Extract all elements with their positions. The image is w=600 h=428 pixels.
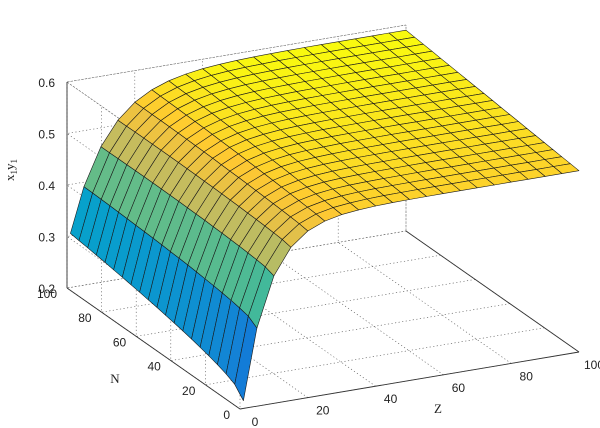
- surface: [70, 29, 580, 402]
- tick-label: 100: [584, 358, 600, 372]
- x-axis-label: Z: [434, 401, 442, 416]
- grid-line-z: [66, 24, 407, 204]
- tick-label: 40: [147, 360, 161, 374]
- tick-label: 80: [78, 311, 92, 325]
- tick-label: 0.3: [38, 231, 55, 245]
- axis-line: [239, 351, 580, 410]
- surface-patch: [234, 315, 258, 402]
- tick-label: 60: [452, 381, 466, 395]
- tick-label: 0: [252, 415, 259, 428]
- tick-label: 80: [520, 369, 534, 383]
- tick-label: 0.2: [38, 282, 55, 296]
- tick-label: 100: [37, 287, 57, 301]
- tick-label: 60: [113, 335, 127, 349]
- grid-line-z: [66, 230, 407, 410]
- tick-label: 20: [182, 384, 196, 398]
- z-axis-label: x1y1: [2, 159, 19, 181]
- tick-label: 0.5: [38, 128, 55, 142]
- tick-label: 0.6: [38, 76, 55, 90]
- tick-labels: 0204060801000204060801000.20.30.40.50.6: [37, 76, 600, 428]
- axis-line: [405, 230, 580, 353]
- tick-label: 40: [384, 392, 398, 406]
- axis-line: [66, 287, 241, 410]
- tick-label: 0.4: [38, 179, 55, 193]
- tick-label: 20: [316, 404, 330, 418]
- tick-label: 0: [223, 408, 230, 422]
- y-axis-label: N: [110, 371, 120, 386]
